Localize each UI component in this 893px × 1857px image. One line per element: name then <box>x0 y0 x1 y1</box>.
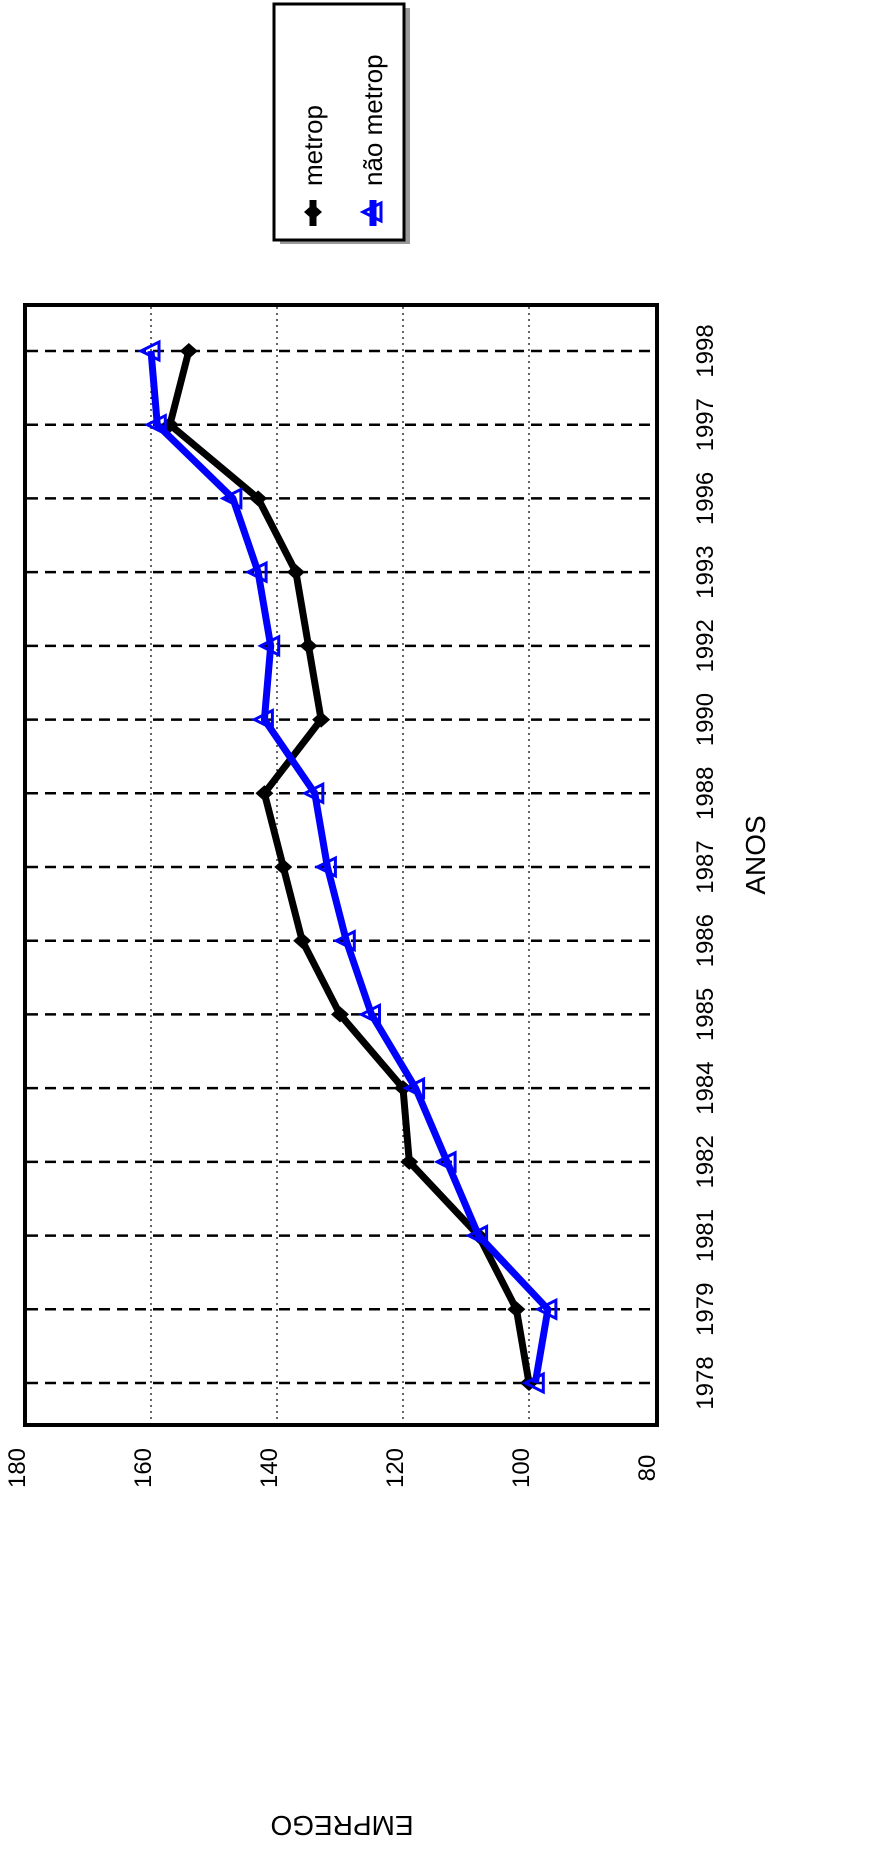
data-point <box>312 711 331 728</box>
y-tick-label: 120 <box>382 1448 409 1488</box>
data-point <box>274 859 293 875</box>
data-point <box>358 1003 381 1026</box>
y-tick-label: 180 <box>4 1448 31 1488</box>
y-tick-label: 140 <box>256 1448 283 1488</box>
x-tick-label: 1993 <box>692 545 719 598</box>
data-point <box>433 1150 457 1174</box>
data-point <box>304 204 322 220</box>
legend: metrop não metrop <box>272 2 410 244</box>
data-point <box>249 490 268 507</box>
data-point <box>331 1006 349 1023</box>
data-point <box>507 1301 526 1318</box>
data-point <box>314 855 337 879</box>
data-point <box>143 413 167 437</box>
x-tick-label: 1997 <box>692 398 719 451</box>
data-point <box>299 637 318 654</box>
x-tick-label: 1992 <box>692 619 719 672</box>
x-tick-label: 1982 <box>692 1135 719 1188</box>
data-point <box>521 1371 545 1395</box>
data-point <box>332 929 356 953</box>
series-line <box>160 343 538 1391</box>
data-point <box>286 564 305 581</box>
tick-labels: 1978 1979 1981 1982 1984 1985 1986 1987 1988 1990… <box>4 324 719 1488</box>
x-tick-label: 1998 <box>692 324 719 377</box>
y-tick-label: 80 <box>634 1455 661 1482</box>
data-point <box>179 343 198 359</box>
x-tick-label: 1979 <box>692 1283 719 1336</box>
data-point <box>257 634 281 658</box>
legend-label: não metrop <box>358 54 388 186</box>
series-group <box>137 339 558 1395</box>
data-point <box>219 487 243 510</box>
x-tick-label: 1984 <box>692 1061 719 1114</box>
data-point <box>359 200 383 224</box>
data-point <box>244 560 268 584</box>
x-tick-label: 1987 <box>692 840 719 893</box>
x-tick-label: 1986 <box>692 914 719 967</box>
series-path <box>147 350 552 1384</box>
data-point <box>137 339 161 363</box>
x-tick-label: 1988 <box>692 767 719 820</box>
legend-entry: não metrop <box>358 54 388 226</box>
x-tick-label: 1978 <box>692 1356 719 1409</box>
data-point <box>251 708 274 731</box>
legend-entry: metrop <box>298 105 328 226</box>
y-tick-label: 100 <box>508 1448 535 1488</box>
y-axis-label: EMPREGO <box>270 1810 413 1841</box>
data-point <box>400 1153 419 1170</box>
data-point <box>255 785 274 802</box>
series-line <box>137 339 558 1395</box>
data-point <box>465 1224 489 1247</box>
x-axis-label: ANOS <box>740 815 771 894</box>
data-point <box>301 781 325 805</box>
legend-entries: metrop não metrop <box>298 54 388 226</box>
plot-frame <box>23 303 659 1427</box>
data-point <box>293 932 312 949</box>
x-tick-label: 1985 <box>692 988 719 1041</box>
y-tick-label: 160 <box>130 1448 157 1488</box>
data-point <box>534 1297 558 1321</box>
data-point <box>402 1076 426 1100</box>
x-tick-label: 1990 <box>692 693 719 746</box>
legend-label: metrop <box>298 105 328 186</box>
x-tick-label: 1996 <box>692 472 719 525</box>
x-tick-label: 1981 <box>692 1209 719 1262</box>
